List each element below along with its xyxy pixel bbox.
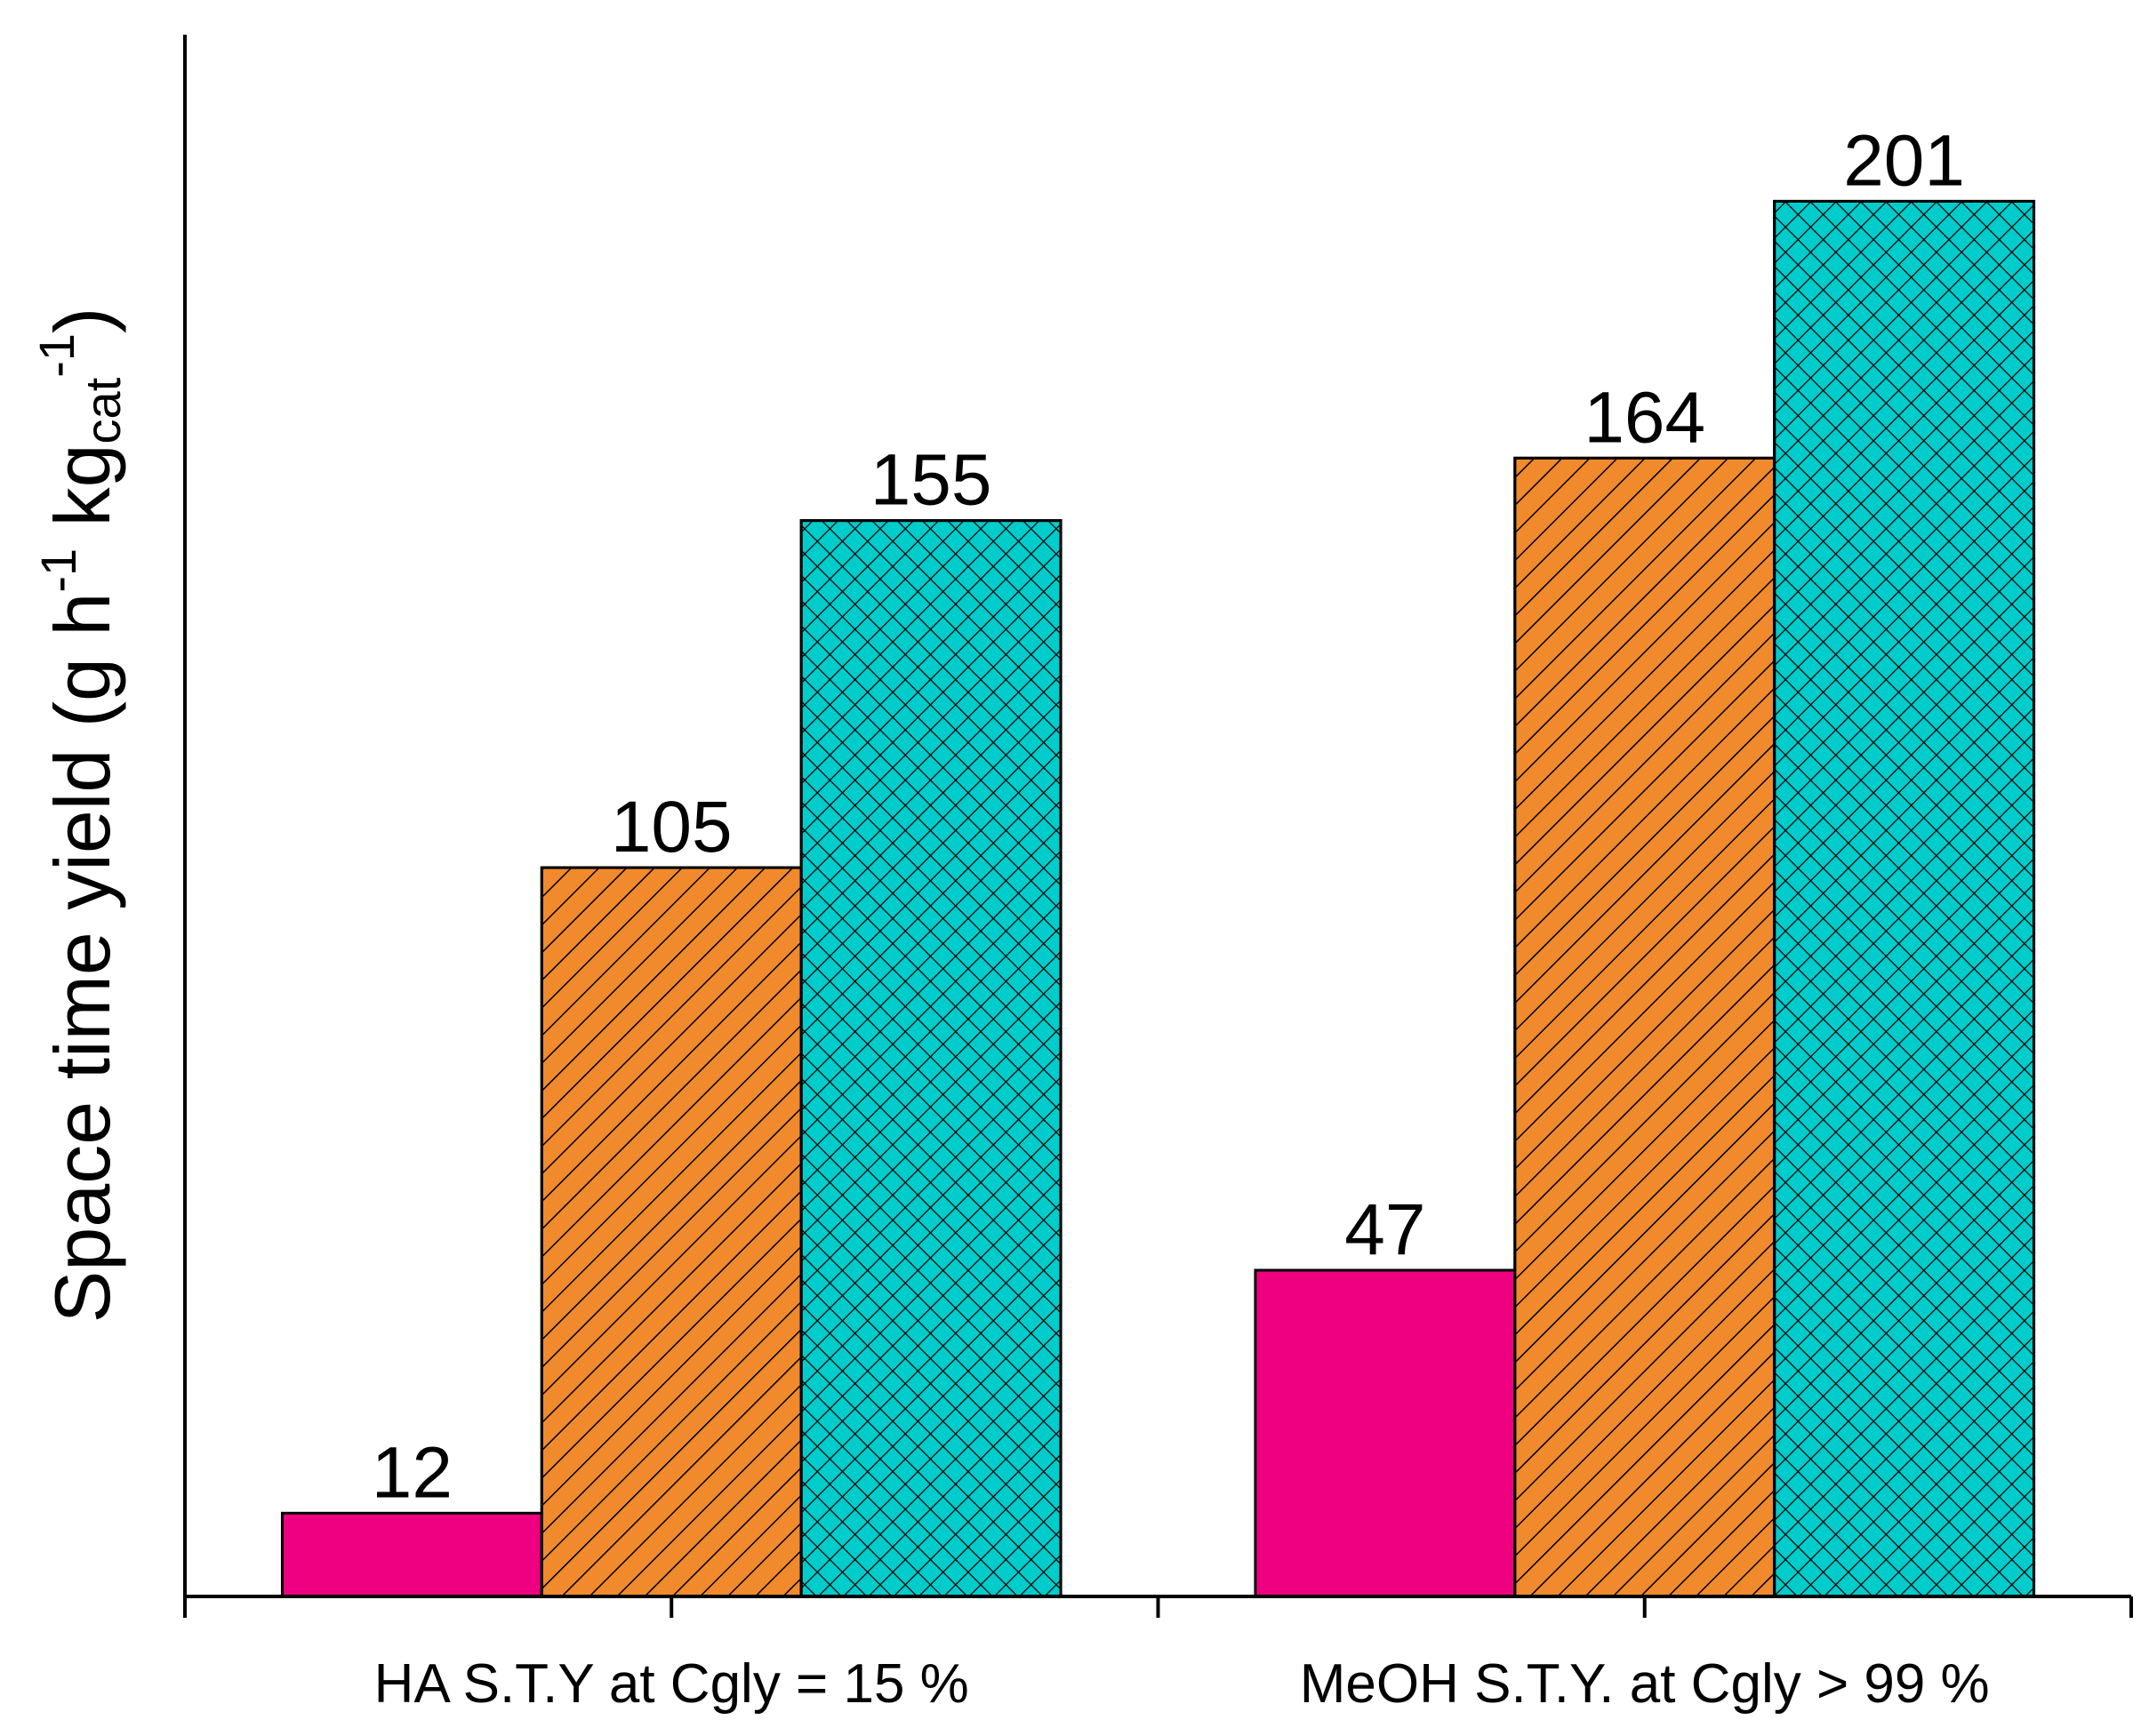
y-label-part: Space time yield (g h	[38, 593, 126, 1324]
bar-hatch	[1513, 456, 1776, 1598]
value-label: 201	[1843, 120, 1965, 201]
value-label: 164	[1584, 377, 1705, 458]
value-label: 47	[1344, 1189, 1425, 1270]
y-label-sub: cat	[75, 377, 131, 444]
y-axis-label: Space time yield (g h-1 kgcat-1)	[28, 308, 131, 1324]
bar	[280, 1511, 543, 1598]
y-label-part: )	[38, 308, 126, 333]
bar	[1254, 1268, 1517, 1598]
bar-hatch	[1773, 199, 2036, 1598]
y-label-sup: -1	[28, 333, 84, 378]
y-label-sup: -1	[30, 548, 86, 593]
x-tick-label: HA S.T.Y at Cgly = 15 %	[374, 1653, 969, 1715]
bar-hatch	[540, 866, 803, 1598]
value-label: 12	[372, 1432, 453, 1513]
value-label: 105	[611, 787, 733, 868]
x-tick-label: MeOH S.T.Y. at Cgly > 99 %	[1300, 1653, 1990, 1715]
bar-hatch	[799, 519, 1062, 1598]
value-label: 155	[870, 440, 992, 521]
y-label-part: kg	[38, 444, 126, 548]
